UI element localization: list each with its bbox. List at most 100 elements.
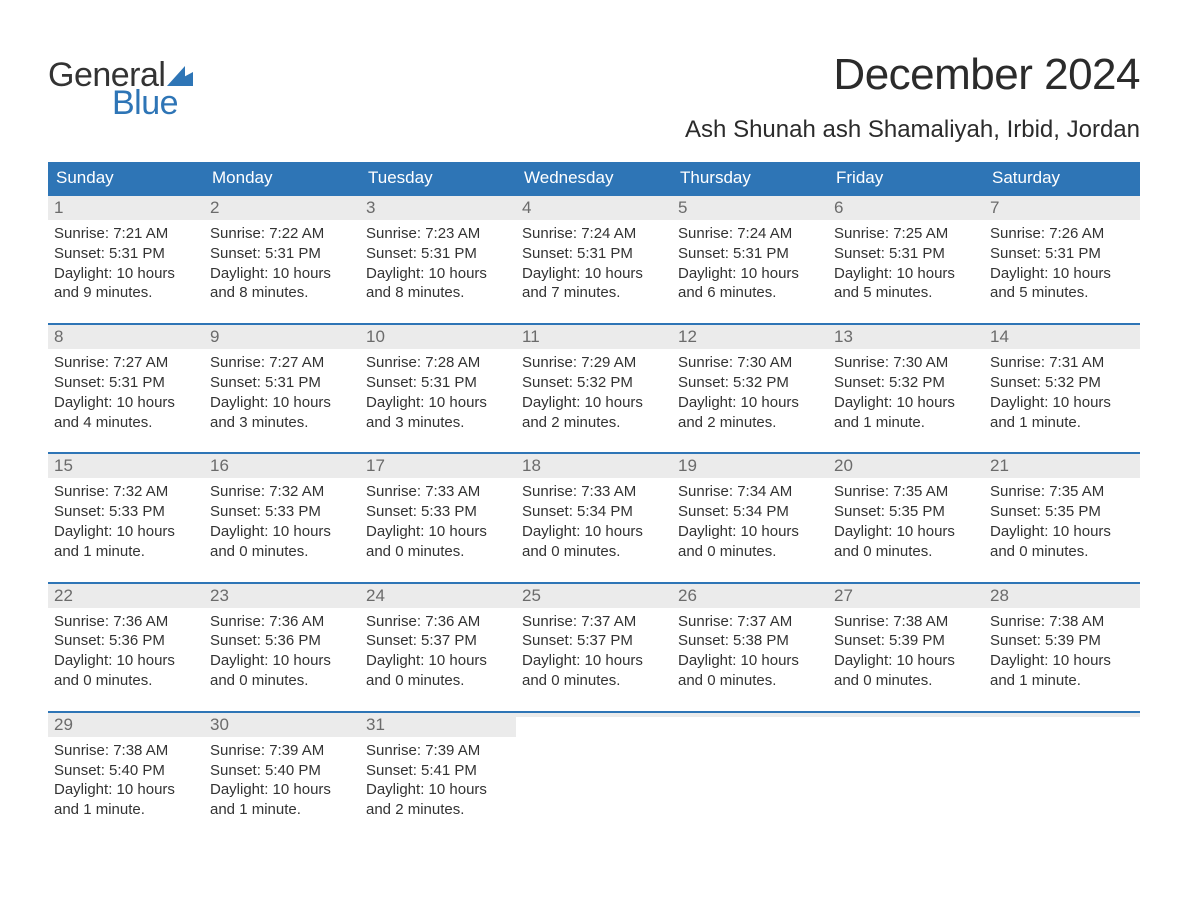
day-details: Sunrise: 7:32 AMSunset: 5:33 PMDaylight:…	[48, 478, 204, 561]
day-number-row: 7	[984, 196, 1140, 220]
day-number-row: 29	[48, 713, 204, 737]
calendar-day: 28 Sunrise: 7:38 AMSunset: 5:39 PMDayligh…	[984, 584, 1140, 697]
sunset-text: Sunset: 5:31 PM	[54, 373, 198, 393]
sunrise-text: Sunrise: 7:23 AM	[366, 224, 510, 244]
sunset-text: Sunset: 5:35 PM	[990, 502, 1134, 522]
sunrise-text: Sunrise: 7:36 AM	[210, 612, 354, 632]
daylight-text-2: and 0 minutes.	[522, 671, 666, 691]
day-number-row	[828, 713, 984, 717]
day-details: Sunrise: 7:39 AMSunset: 5:41 PMDaylight:…	[360, 737, 516, 820]
calendar-day: 22Sunrise: 7:36 AMSunset: 5:36 PMDayligh…	[48, 584, 204, 697]
calendar-day: 8Sunrise: 7:27 AMSunset: 5:31 PMDaylight…	[48, 325, 204, 438]
sunset-text: Sunset: 5:37 PM	[522, 631, 666, 651]
calendar-day: 18Sunrise: 7:33 AMSunset: 5:34 PMDayligh…	[516, 454, 672, 567]
day-details: Sunrise: 7:38 AMSunset: 5:39 PMDaylight:…	[984, 608, 1140, 691]
day-number-row: 30	[204, 713, 360, 737]
sunrise-text: Sunrise: 7:22 AM	[210, 224, 354, 244]
day-number-row: 2	[204, 196, 360, 220]
day-details: Sunrise: 7:27 AMSunset: 5:31 PMDaylight:…	[48, 349, 204, 432]
daylight-text-2: and 2 minutes.	[522, 413, 666, 433]
daylight-text-1: Daylight: 10 hours	[210, 264, 354, 284]
calendar-day: 30Sunrise: 7:39 AMSunset: 5:40 PMDayligh…	[204, 713, 360, 826]
day-number-row: 26	[672, 584, 828, 608]
daylight-text-1: Daylight: 10 hours	[678, 522, 822, 542]
day-details: Sunrise: 7:21 AMSunset: 5:31 PMDaylight:…	[48, 220, 204, 303]
sunset-text: Sunset: 5:31 PM	[54, 244, 198, 264]
daylight-text-2: and 0 minutes.	[54, 671, 198, 691]
daylight-text-1: Daylight: 10 hours	[54, 393, 198, 413]
sunrise-text: Sunrise: 7:37 AM	[678, 612, 822, 632]
day-details: Sunrise: 7:22 AMSunset: 5:31 PMDaylight:…	[204, 220, 360, 303]
daylight-text-1: Daylight: 10 hours	[834, 651, 978, 671]
day-details: Sunrise: 7:37 AMSunset: 5:38 PMDaylight:…	[672, 608, 828, 691]
day-number-row: 24	[360, 584, 516, 608]
day-number: 7	[990, 198, 999, 217]
day-number: 25	[522, 586, 541, 605]
weekday-label: Monday	[204, 162, 360, 194]
day-number: 11	[522, 327, 540, 346]
calendar-day: 26Sunrise: 7:37 AMSunset: 5:38 PMDayligh…	[672, 584, 828, 697]
day-details: Sunrise: 7:24 AMSunset: 5:31 PMDaylight:…	[672, 220, 828, 303]
calendar-day: 31Sunrise: 7:39 AMSunset: 5:41 PMDayligh…	[360, 713, 516, 826]
daylight-text-2: and 6 minutes.	[678, 283, 822, 303]
calendar-day: 17Sunrise: 7:33 AMSunset: 5:33 PMDayligh…	[360, 454, 516, 567]
sunrise-text: Sunrise: 7:37 AM	[522, 612, 666, 632]
sunset-text: Sunset: 5:40 PM	[54, 761, 198, 781]
daylight-text-2: and 1 minute.	[54, 800, 198, 820]
sunrise-text: Sunrise: 7:24 AM	[522, 224, 666, 244]
weekday-label: Sunday	[48, 162, 204, 194]
day-details: Sunrise: 7:36 AMSunset: 5:36 PMDaylight:…	[48, 608, 204, 691]
day-details: Sunrise: 7:36 AMSunset: 5:37 PMDaylight:…	[360, 608, 516, 691]
day-number: 16	[210, 456, 229, 475]
day-number-row: 4	[516, 196, 672, 220]
sunrise-text: Sunrise: 7:39 AM	[210, 741, 354, 761]
daylight-text-2: and 0 minutes.	[522, 542, 666, 562]
day-number: 15	[54, 456, 73, 475]
daylight-text-2: and 7 minutes.	[522, 283, 666, 303]
sunset-text: Sunset: 5:33 PM	[210, 502, 354, 522]
calendar-day: 6Sunrise: 7:25 AMSunset: 5:31 PMDaylight…	[828, 196, 984, 309]
sunrise-text: Sunrise: 7:35 AM	[834, 482, 978, 502]
day-number-row: 3	[360, 196, 516, 220]
day-number: 28	[990, 586, 1009, 605]
calendar-day: 11Sunrise: 7:29 AMSunset: 5:32 PMDayligh…	[516, 325, 672, 438]
day-number: 13	[834, 327, 853, 346]
calendar-day: 16Sunrise: 7:32 AMSunset: 5:33 PMDayligh…	[204, 454, 360, 567]
weekday-label: Tuesday	[360, 162, 516, 194]
day-number-row: 25	[516, 584, 672, 608]
day-number-row: 13	[828, 325, 984, 349]
calendar-day: 24 Sunrise: 7:36 AMSunset: 5:37 PMDayligh…	[360, 584, 516, 697]
day-details: Sunrise: 7:35 AMSunset: 5:35 PMDaylight:…	[984, 478, 1140, 561]
day-number-row: 16	[204, 454, 360, 478]
sunrise-text: Sunrise: 7:36 AM	[366, 612, 510, 632]
day-details: Sunrise: 7:39 AMSunset: 5:40 PMDaylight:…	[204, 737, 360, 820]
day-details: Sunrise: 7:34 AMSunset: 5:34 PMDaylight:…	[672, 478, 828, 561]
day-details: Sunrise: 7:26 AMSunset: 5:31 PMDaylight:…	[984, 220, 1140, 303]
daylight-text-1: Daylight: 10 hours	[522, 651, 666, 671]
daylight-text-1: Daylight: 10 hours	[54, 522, 198, 542]
day-number: 24	[366, 586, 385, 605]
calendar-day-empty	[828, 713, 984, 826]
calendar-week: 15 Sunrise: 7:32 AMSunset: 5:33 PMDayligh…	[48, 452, 1140, 567]
day-number: 5	[678, 198, 687, 217]
sunrise-text: Sunrise: 7:28 AM	[366, 353, 510, 373]
day-number-row: 21	[984, 454, 1140, 478]
daylight-text-1: Daylight: 10 hours	[522, 522, 666, 542]
day-details: Sunrise: 7:25 AMSunset: 5:31 PMDaylight:…	[828, 220, 984, 303]
sunrise-text: Sunrise: 7:39 AM	[366, 741, 510, 761]
daylight-text-1: Daylight: 10 hours	[678, 651, 822, 671]
sunset-text: Sunset: 5:32 PM	[522, 373, 666, 393]
day-number-row: 10	[360, 325, 516, 349]
daylight-text-2: and 3 minutes.	[366, 413, 510, 433]
sunset-text: Sunset: 5:39 PM	[990, 631, 1134, 651]
day-number-row: 12	[672, 325, 828, 349]
day-details: Sunrise: 7:23 AMSunset: 5:31 PMDaylight:…	[360, 220, 516, 303]
day-details: Sunrise: 7:30 AMSunset: 5:32 PMDaylight:…	[828, 349, 984, 432]
sunrise-text: Sunrise: 7:33 AM	[366, 482, 510, 502]
day-details: Sunrise: 7:37 AMSunset: 5:37 PMDaylight:…	[516, 608, 672, 691]
sunset-text: Sunset: 5:37 PM	[366, 631, 510, 651]
sunrise-text: Sunrise: 7:27 AM	[54, 353, 198, 373]
day-number-row: 28	[984, 584, 1140, 608]
daylight-text-1: Daylight: 10 hours	[678, 393, 822, 413]
calendar-day: 23Sunrise: 7:36 AMSunset: 5:36 PMDayligh…	[204, 584, 360, 697]
